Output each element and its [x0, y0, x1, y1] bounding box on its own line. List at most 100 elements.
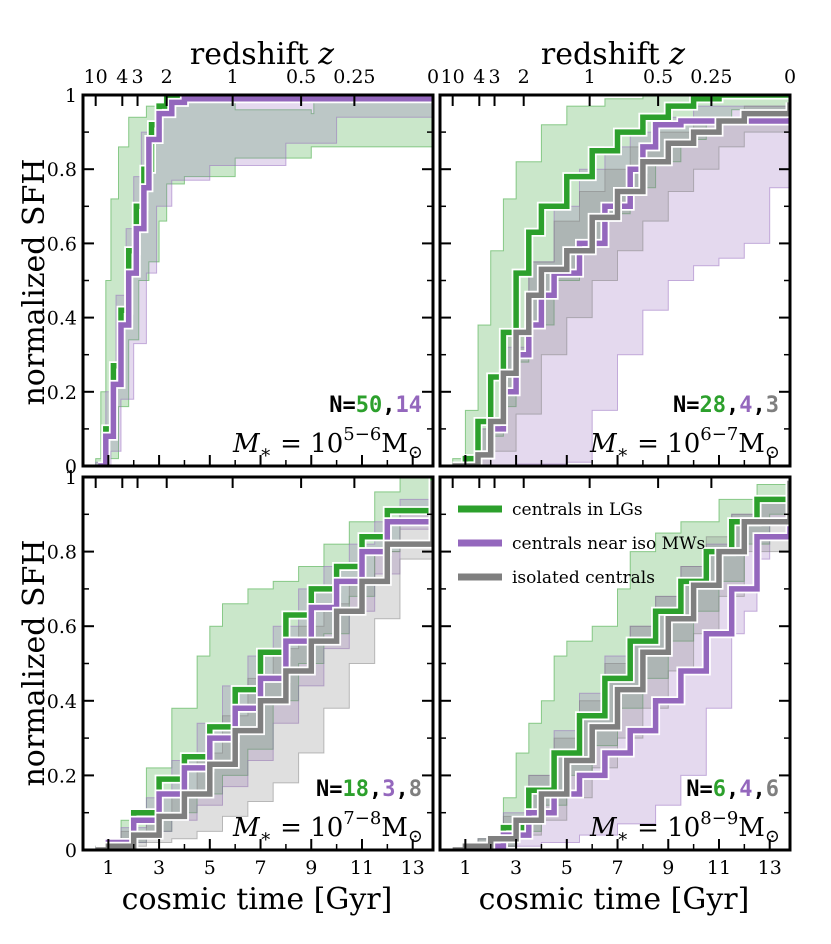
- x-tick-label: 7: [254, 857, 266, 879]
- count-iso: 8: [409, 777, 422, 802]
- ylabel-bottom: normalized SFH: [17, 539, 52, 786]
- count-sep: ,: [382, 393, 395, 418]
- count-prefix: N=: [316, 777, 343, 802]
- redshift-tick-label: 2: [161, 66, 173, 88]
- redshift-tick-label: 0.5: [286, 66, 316, 88]
- x-tick-label: 9: [662, 857, 674, 879]
- y-tick-label: 0: [65, 456, 77, 478]
- legend: centrals in LGs centrals near iso MWs isol…: [458, 500, 705, 588]
- mass-label: M∗ = 105−6M⊙: [232, 424, 423, 463]
- redshift-tick-label: 1: [584, 66, 596, 88]
- sample-count: N=18,3,8: [316, 777, 422, 802]
- legend-label-lg: centrals in LGs: [512, 500, 643, 520]
- redshift-tick-label: 0.5: [643, 66, 673, 88]
- count-sep: ,: [753, 777, 766, 802]
- panel-mass-6-7: 10 4 3 2 1 0.5 0.25 0N=28,4,3M∗ = 106−7M⊙: [438, 66, 796, 468]
- median-line-iso: [452, 102, 790, 466]
- y-tick-label: 0.8: [47, 542, 77, 564]
- mass-label: M∗ = 108−9M⊙: [589, 808, 780, 847]
- panel-mass-8-9: 1 3 5 7 9 11 13N=6,4,6M∗ = 108−9M⊙: [438, 475, 792, 879]
- ylabel-top: normalized SFH: [17, 158, 52, 405]
- redshift-tick-label: 0.25: [690, 66, 732, 88]
- x-tick-label: 13: [758, 857, 782, 879]
- count-mw: 4: [739, 393, 752, 418]
- redshift-tick-label: 0: [427, 66, 439, 88]
- plot-area: [95, 477, 433, 850]
- x-tick-label: 13: [401, 857, 425, 879]
- top-axis-label-main: redshift: [541, 37, 660, 72]
- xlabel-left: cosmic time [Gyr]: [122, 882, 393, 917]
- y-tick-label: 0.6: [47, 233, 77, 255]
- plot-area: [452, 477, 790, 850]
- redshift-tick-label: 3: [131, 66, 143, 88]
- count-sep: ,: [753, 393, 766, 418]
- top-axis-label-left: redshift z: [190, 37, 334, 72]
- legend-label-iso: isolated centrals: [512, 568, 655, 588]
- top-axis-label-var: z: [317, 37, 334, 72]
- mass-label: M∗ = 107−8M⊙: [232, 808, 423, 847]
- redshift-tick-label: 4: [473, 66, 485, 88]
- band-iso: [95, 477, 433, 850]
- top-axis-label-right: redshift z: [541, 37, 685, 72]
- x-tick-label: 11: [707, 857, 731, 879]
- y-tick-label: 0.8: [47, 159, 77, 181]
- panel-mass-5-6: 0 0.2 0.4 0.6 0.8 1 10 4 3 2 1 0.5 0.25 0 N=50,14 M∗ = …: [47, 66, 439, 478]
- y-tick-label: 0.4: [47, 308, 77, 330]
- count-prefix: N=: [686, 777, 713, 802]
- redshift-tick-label: 0: [784, 66, 796, 88]
- count-prefix: N=: [673, 393, 700, 418]
- x-tick-label: 3: [510, 857, 522, 879]
- count-prefix: N=: [329, 393, 356, 418]
- count-sep: ,: [369, 777, 382, 802]
- y-tick-label: 0.2: [47, 382, 77, 404]
- sample-count: N=6,4,6: [686, 777, 779, 802]
- x-tick-label: 7: [611, 857, 623, 879]
- band-mw: [95, 95, 433, 466]
- count-lg: 6: [713, 777, 726, 802]
- redshift-tick-label: 10: [84, 66, 108, 88]
- y-tick-label: 1: [65, 85, 77, 107]
- count-mw: 4: [739, 777, 752, 802]
- y-tick-label: 1: [65, 467, 77, 489]
- sample-count: N=50,14: [329, 393, 422, 418]
- count-sep: ,: [726, 777, 739, 802]
- redshift-tick-label: 3: [488, 66, 500, 88]
- band-lg: [95, 95, 433, 466]
- x-tick-label: 9: [305, 857, 317, 879]
- plot-area: [452, 95, 790, 466]
- x-tick-label: 1: [102, 857, 114, 879]
- y-tick-label: 0.6: [47, 616, 77, 638]
- count-lg: 18: [343, 777, 370, 802]
- xlabel-right: cosmic time [Gyr]: [479, 882, 750, 917]
- y-tick-label: 0.4: [47, 691, 77, 713]
- count-lg: 28: [700, 393, 727, 418]
- redshift-tick-label: 4: [116, 66, 128, 88]
- band-iso: [452, 95, 790, 466]
- y-tick-label: 0.2: [47, 765, 77, 787]
- count-lg: 50: [356, 393, 383, 418]
- x-tick-label: 5: [204, 857, 216, 879]
- sample-count: N=28,4,3: [673, 393, 779, 418]
- median-line-iso: [95, 480, 433, 850]
- count-iso: 6: [766, 777, 779, 802]
- redshift-tick-label: 2: [518, 66, 530, 88]
- x-tick-label: 11: [350, 857, 374, 879]
- x-tick-label: 1: [459, 857, 471, 879]
- x-tick-label: 3: [153, 857, 165, 879]
- redshift-tick-label: 0.25: [333, 66, 375, 88]
- redshift-tick-label: 1: [227, 66, 239, 88]
- count-mw: 3: [382, 777, 395, 802]
- redshift-tick-label: 10: [441, 66, 465, 88]
- median-line-iso: [452, 480, 790, 850]
- count-sep: ,: [396, 777, 409, 802]
- legend-label-mw: centrals near iso MWs: [512, 534, 705, 554]
- y-tick-label: 0: [65, 840, 77, 862]
- count-mw: 14: [396, 393, 423, 418]
- top-axis-label-var: z: [668, 37, 685, 72]
- top-axis-label-main: redshift: [190, 37, 309, 72]
- count-iso: 3: [766, 393, 779, 418]
- count-sep: ,: [726, 393, 739, 418]
- x-tick-label: 5: [561, 857, 573, 879]
